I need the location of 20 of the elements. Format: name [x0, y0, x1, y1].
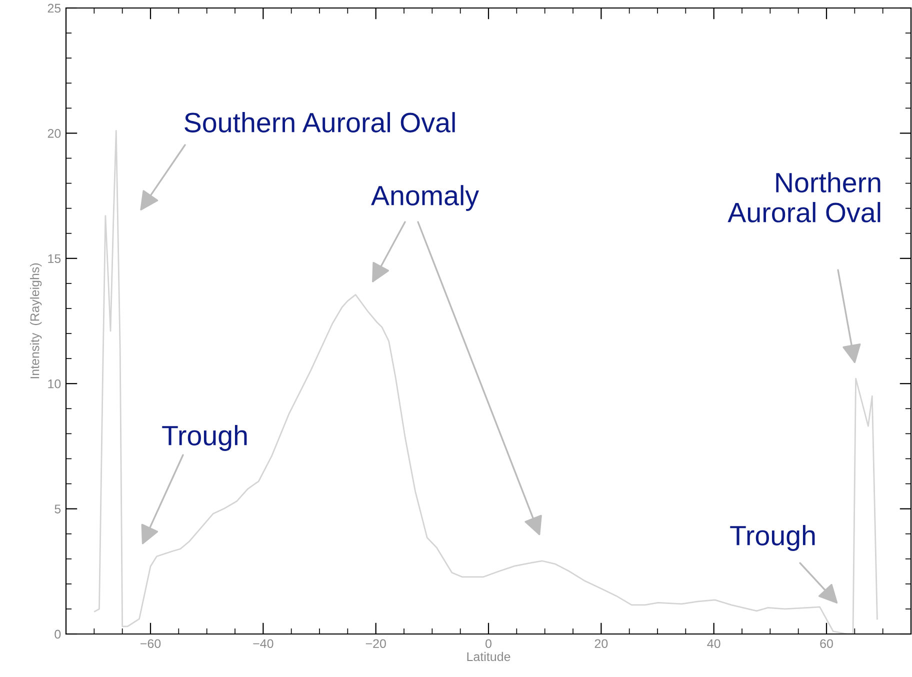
- x-axis-title: Latitude: [467, 652, 510, 662]
- x-tick-label: 60: [820, 639, 833, 648]
- x-tick-label: 20: [594, 639, 608, 648]
- annotation: Trough: [162, 425, 247, 451]
- x-tick-label: 40: [707, 639, 720, 648]
- y-tick-label: 25: [48, 4, 61, 13]
- y-tick-label: 5: [54, 504, 61, 514]
- x-tick-label: −40: [253, 639, 274, 648]
- y-tick-label: 20: [48, 129, 61, 138]
- x-tick-label: −20: [366, 639, 386, 648]
- annotation: Anomaly: [371, 185, 479, 211]
- x-tick-label: −60: [140, 639, 161, 648]
- x-tick-label: 0: [486, 639, 492, 648]
- y-tick-label: 15: [48, 254, 61, 264]
- y-tick-label: 0: [54, 630, 61, 639]
- annotation: Northern Auroral Oval: [728, 172, 880, 222]
- y-tick-label: 10: [48, 379, 61, 388]
- annotation: Trough: [730, 525, 815, 551]
- y-axis-title: Intensity (Rayleighs): [30, 263, 42, 378]
- annotation: Southern Auroral Oval: [184, 112, 455, 132]
